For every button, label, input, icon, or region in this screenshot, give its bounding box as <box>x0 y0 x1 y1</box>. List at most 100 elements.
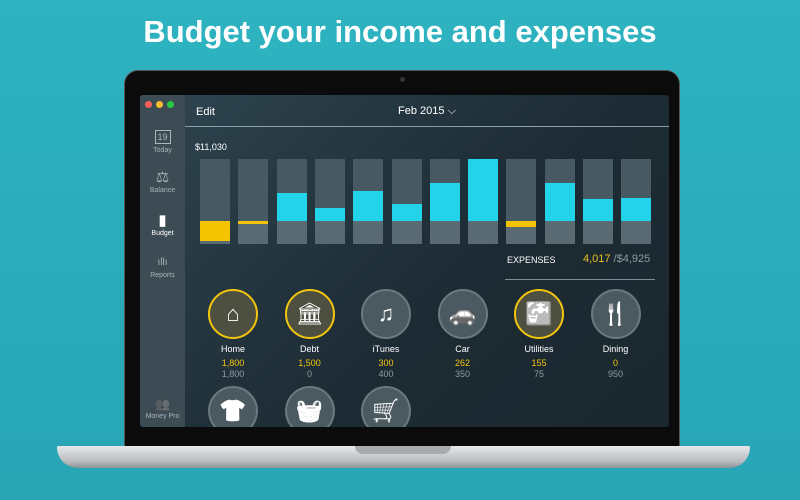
category-name: Dining <box>602 344 629 354</box>
close-button[interactable] <box>145 101 152 108</box>
house-icon-glyph: ⌂ <box>226 301 240 326</box>
bar-fill <box>429 183 460 221</box>
zoom-button[interactable] <box>167 101 174 108</box>
bar-track-lower <box>544 221 575 244</box>
divider <box>505 279 655 280</box>
sidebar-item-today[interactable]: 19 Today <box>140 128 185 154</box>
bar-fill <box>391 204 422 221</box>
basket-icon: 🧺 <box>284 386 335 427</box>
category-spent: 155 <box>531 358 547 368</box>
fork-knife-icon-glyph: 🍴 <box>601 301 630 326</box>
sidebar-item-balance[interactable]: ⚖ Balance <box>140 169 185 194</box>
cart-icon-glyph: 🛒 <box>372 398 400 423</box>
sidebar-item-label: Reports <box>150 272 175 279</box>
category-cart[interactable]: 🛒 <box>351 386 421 427</box>
bar-track-lower <box>314 221 345 244</box>
bank-icon: 🏛 <box>284 289 335 339</box>
sidebar-item-budget[interactable]: ▮ Budget <box>140 212 185 237</box>
shirt-icon: 👕 <box>208 386 258 427</box>
window-controls <box>145 101 174 108</box>
expenses-spent: 4,017 <box>583 253 611 265</box>
users-icon: 👥 <box>155 397 170 411</box>
category-budget: 400 <box>378 369 394 379</box>
bar-track-upper <box>506 159 537 221</box>
bar-fill <box>238 221 269 224</box>
category-itunes[interactable]: ♫ iTunes 300 400 <box>351 289 421 379</box>
category-spent: 300 <box>378 358 394 368</box>
bar-fill <box>353 191 384 221</box>
category-spent: 262 <box>454 358 471 368</box>
bar-fill <box>583 199 613 221</box>
bar-fill <box>314 207 345 221</box>
category-budget: 350 <box>454 369 471 379</box>
car-icon: 🚗 <box>437 289 488 339</box>
edit-button[interactable]: Edit <box>196 106 215 118</box>
sidebar-item-reports[interactable]: ıllı Reports <box>140 254 185 279</box>
sidebar-item-label: Money Pro <box>145 413 180 420</box>
category-budget: 1,800 <box>221 369 245 379</box>
bar-track-upper <box>200 159 230 221</box>
category-name: Debt <box>299 344 319 354</box>
camera <box>400 77 405 82</box>
expenses-label: EXPENSES <box>507 255 556 265</box>
bank-icon-glyph: 🏛 <box>295 301 324 326</box>
house-icon: ⌂ <box>208 289 258 339</box>
expenses-value: 4,017 /$4,925 <box>583 253 650 265</box>
bar-track-lower <box>583 221 613 244</box>
category-home[interactable]: ⌂ Home 1,800 1,800 <box>198 289 268 379</box>
category-name: Utilities <box>524 344 554 354</box>
minimize-button[interactable] <box>156 101 163 108</box>
basket-icon-glyph: 🧺 <box>295 398 324 423</box>
chart-total: $11,030 <box>195 142 227 152</box>
headline: Budget your income and expenses <box>143 14 657 49</box>
category-budget: 0 <box>306 369 312 379</box>
sidebar-item-label: Balance <box>149 187 176 194</box>
category-dining[interactable]: 🍴 Dining 0 950 <box>581 289 651 379</box>
bar-track-lower <box>391 221 422 244</box>
bar-track-lower <box>468 221 499 244</box>
base-notch <box>355 446 451 454</box>
music-note-icon-glyph: ♫ <box>377 301 395 326</box>
category-spent: 1,500 <box>298 358 321 368</box>
sidebar-item-label: Today <box>153 147 172 154</box>
sidebar: 19 Today ⚖ Balance ▮ Budget ıllı Reports 👥 Mo… <box>140 95 185 427</box>
bar-track-lower <box>353 221 384 244</box>
bar-fill <box>276 193 307 221</box>
bar-track-upper <box>238 159 269 221</box>
category-spent: 1,800 <box>221 358 245 368</box>
bar-fill <box>544 183 575 221</box>
category-name: Home <box>220 344 245 354</box>
bar-fill <box>468 159 499 221</box>
category-budget: 950 <box>607 369 624 379</box>
category-name: iTunes <box>372 344 400 354</box>
scales-icon: ⚖ <box>155 169 170 186</box>
faucet-icon-glyph: 🚰 <box>525 301 553 326</box>
app-window: 19 Today ⚖ Balance ▮ Budget ıllı Reports 👥 Mo… <box>140 95 669 427</box>
category-name: Car <box>455 344 470 354</box>
faucet-icon: 🚰 <box>514 289 564 339</box>
category-budget: 75 <box>533 369 544 379</box>
music-note-icon: ♫ <box>361 289 411 339</box>
bar-fill <box>621 198 652 221</box>
category-basket[interactable]: 🧺 <box>275 386 345 427</box>
top-bar: Edit Feb 2015 ⌵ <box>185 95 669 127</box>
category-utilities[interactable]: 🚰 Utilities 155 75 <box>504 289 574 379</box>
cart-icon: 🛒 <box>361 386 411 427</box>
category-shirt[interactable]: 👕 <box>198 386 268 427</box>
category-debt[interactable]: 🏛 Debt 1,500 0 <box>275 289 345 379</box>
battery-icon: ▮ <box>158 212 167 229</box>
bar-track-lower <box>429 221 460 244</box>
expenses-budget: /$4,925 <box>610 253 651 265</box>
calendar-icon: 19 <box>154 130 171 144</box>
category-spent: 0 <box>612 358 618 368</box>
bar-chart-icon: ıllı <box>157 257 168 268</box>
shirt-icon-glyph: 👕 <box>219 398 247 423</box>
bar-track-lower <box>621 221 652 244</box>
bar-track-lower <box>238 221 269 244</box>
laptop-base <box>57 446 750 468</box>
bar-fill <box>506 221 537 227</box>
bar-track-lower <box>276 221 307 244</box>
sidebar-item-money-pro[interactable]: 👥 Money Pro <box>140 395 185 420</box>
category-car[interactable]: 🚗 Car 262 350 <box>428 289 498 379</box>
month-selector[interactable]: Feb 2015 ⌵ <box>398 105 456 117</box>
